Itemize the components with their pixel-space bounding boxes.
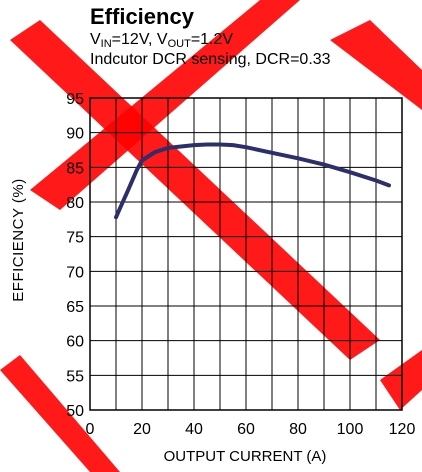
x-tick-label: 20	[133, 421, 151, 438]
y-tick-label: 60	[66, 334, 84, 351]
subtitle-part: V	[90, 31, 101, 48]
grid-lines	[89, 97, 403, 411]
efficiency-series-line	[114, 142, 391, 220]
y-tick-label: 50	[66, 403, 84, 420]
chart-subtitle-conditions: VIN=12V, VOUT=1.2V	[90, 30, 331, 50]
subtitle-part: =12V, V	[111, 31, 168, 48]
chart-subtitle-sensing: Indcutor DCR sensing, DCR=0.33	[90, 51, 331, 68]
y-tick-label: 80	[66, 195, 84, 212]
x-tick-label: 40	[185, 421, 203, 438]
y-tick-label: 75	[66, 230, 84, 247]
y-tick-label: 90	[66, 126, 84, 143]
y-tick-label: 65	[66, 299, 84, 316]
y-tick-label: 55	[66, 368, 84, 385]
y-tick-label: 70	[66, 264, 84, 281]
y-axis-label: EFFICIENCY (%)	[10, 178, 27, 302]
subtitle-part: IN	[100, 38, 112, 50]
title-block: Efficiency VIN=12V, VOUT=1.2V Indcutor D…	[90, 4, 331, 70]
x-axis-label: OUTPUT CURRENT (A)	[163, 448, 327, 465]
series-lines	[114, 142, 391, 220]
subtitle-part: OUT	[167, 38, 191, 50]
chart-title: Efficiency	[90, 4, 194, 29]
y-tick-label: 95	[66, 91, 84, 108]
plot-frame	[89, 97, 403, 411]
x-tick-label: 100	[337, 421, 364, 438]
subtitle-part: =1.2V	[190, 31, 234, 48]
x-tick-label: 80	[289, 421, 307, 438]
tick-labels: 50 55 60 65 70 75 80 85 90 95 0 20 40 60 80 100 120	[66, 91, 415, 438]
x-tick-label: 120	[389, 421, 416, 438]
x-tick-label: 60	[237, 421, 255, 438]
x-tick-label: 0	[86, 421, 95, 438]
y-tick-label: 85	[66, 160, 84, 177]
